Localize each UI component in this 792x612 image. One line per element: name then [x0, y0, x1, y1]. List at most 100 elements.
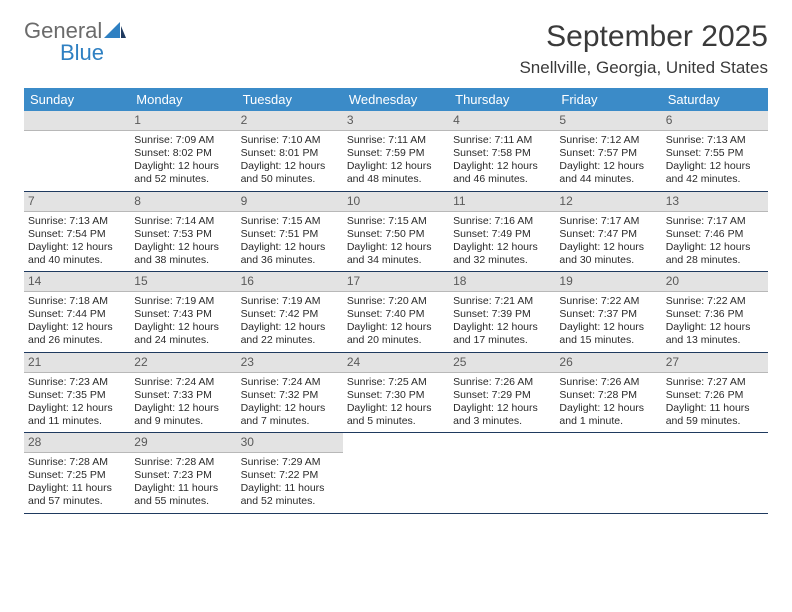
- sunset-text: Sunset: 7:42 PM: [241, 308, 339, 321]
- day-cell: 11Sunrise: 7:16 AMSunset: 7:49 PMDayligh…: [449, 192, 555, 272]
- sunset-text: Sunset: 7:22 PM: [241, 469, 339, 482]
- sunrise-text: Sunrise: 7:29 AM: [241, 456, 339, 469]
- sunset-text: Sunset: 7:55 PM: [666, 147, 764, 160]
- day-number: 22: [130, 353, 236, 373]
- day2-text: and 36 minutes.: [241, 254, 339, 267]
- logo-word-blue: Blue: [60, 42, 126, 64]
- day1-text: Daylight: 12 hours: [241, 241, 339, 254]
- week-row: 7Sunrise: 7:13 AMSunset: 7:54 PMDaylight…: [24, 192, 768, 272]
- day-cell: 26Sunrise: 7:26 AMSunset: 7:28 PMDayligh…: [555, 353, 661, 433]
- sunrise-text: Sunrise: 7:14 AM: [134, 215, 232, 228]
- day1-text: Daylight: 12 hours: [453, 241, 551, 254]
- weekday-header: Thursday: [449, 88, 555, 111]
- day2-text: and 15 minutes.: [559, 334, 657, 347]
- sunrise-text: Sunrise: 7:12 AM: [559, 134, 657, 147]
- day-number: 21: [24, 353, 130, 373]
- day-number: 1: [130, 111, 236, 131]
- day-number: 19: [555, 272, 661, 292]
- day2-text: and 52 minutes.: [134, 173, 232, 186]
- day2-text: and 22 minutes.: [241, 334, 339, 347]
- day-number: 10: [343, 192, 449, 212]
- day1-text: Daylight: 12 hours: [134, 321, 232, 334]
- day-cell: [343, 433, 449, 513]
- day-number: 14: [24, 272, 130, 292]
- sunrise-text: Sunrise: 7:24 AM: [134, 376, 232, 389]
- sunset-text: Sunset: 7:46 PM: [666, 228, 764, 241]
- sunrise-text: Sunrise: 7:28 AM: [134, 456, 232, 469]
- day-cell: 20Sunrise: 7:22 AMSunset: 7:36 PMDayligh…: [662, 272, 768, 352]
- day-number: 23: [237, 353, 343, 373]
- day1-text: Daylight: 12 hours: [347, 321, 445, 334]
- day-cell: [555, 433, 661, 513]
- month-title: September 2025: [519, 20, 768, 54]
- day2-text: and 26 minutes.: [28, 334, 126, 347]
- location-text: Snellville, Georgia, United States: [519, 58, 768, 78]
- day2-text: and 46 minutes.: [453, 173, 551, 186]
- day2-text: and 32 minutes.: [453, 254, 551, 267]
- day-cell: 23Sunrise: 7:24 AMSunset: 7:32 PMDayligh…: [237, 353, 343, 433]
- day2-text: and 7 minutes.: [241, 415, 339, 428]
- sunset-text: Sunset: 7:37 PM: [559, 308, 657, 321]
- day1-text: Daylight: 12 hours: [559, 241, 657, 254]
- day1-text: Daylight: 12 hours: [347, 402, 445, 415]
- day-number: 7: [24, 192, 130, 212]
- day-number: 9: [237, 192, 343, 212]
- week-divider: [24, 513, 768, 514]
- title-block: September 2025 Snellville, Georgia, Unit…: [519, 20, 768, 78]
- sunrise-text: Sunrise: 7:17 AM: [666, 215, 764, 228]
- day-number: 20: [662, 272, 768, 292]
- sunset-text: Sunset: 7:23 PM: [134, 469, 232, 482]
- day2-text: and 44 minutes.: [559, 173, 657, 186]
- day-cell: 1Sunrise: 7:09 AMSunset: 8:02 PMDaylight…: [130, 111, 236, 191]
- day-cell: [449, 433, 555, 513]
- page-header: General Blue September 2025 Snellville, …: [24, 20, 768, 78]
- day1-text: Daylight: 12 hours: [347, 160, 445, 173]
- sunrise-text: Sunrise: 7:26 AM: [559, 376, 657, 389]
- logo-text: General Blue: [24, 20, 126, 64]
- sunrise-text: Sunrise: 7:09 AM: [134, 134, 232, 147]
- sunrise-text: Sunrise: 7:19 AM: [241, 295, 339, 308]
- day2-text: and 28 minutes.: [666, 254, 764, 267]
- day2-text: and 50 minutes.: [241, 173, 339, 186]
- day1-text: Daylight: 11 hours: [666, 402, 764, 415]
- day2-text: and 34 minutes.: [347, 254, 445, 267]
- day-number: 2: [237, 111, 343, 131]
- day-number: 24: [343, 353, 449, 373]
- sunrise-text: Sunrise: 7:18 AM: [28, 295, 126, 308]
- day-number: 4: [449, 111, 555, 131]
- week-row: 21Sunrise: 7:23 AMSunset: 7:35 PMDayligh…: [24, 353, 768, 433]
- day-cell: 2Sunrise: 7:10 AMSunset: 8:01 PMDaylight…: [237, 111, 343, 191]
- day1-text: Daylight: 12 hours: [559, 402, 657, 415]
- logo-word-general: General: [24, 20, 102, 42]
- day1-text: Daylight: 12 hours: [28, 241, 126, 254]
- day1-text: Daylight: 12 hours: [666, 241, 764, 254]
- day1-text: Daylight: 12 hours: [28, 321, 126, 334]
- day2-text: and 59 minutes.: [666, 415, 764, 428]
- sunrise-text: Sunrise: 7:15 AM: [347, 215, 445, 228]
- sunset-text: Sunset: 7:57 PM: [559, 147, 657, 160]
- day2-text: and 9 minutes.: [134, 415, 232, 428]
- sunrise-text: Sunrise: 7:24 AM: [241, 376, 339, 389]
- day2-text: and 24 minutes.: [134, 334, 232, 347]
- day-cell: 25Sunrise: 7:26 AMSunset: 7:29 PMDayligh…: [449, 353, 555, 433]
- day-cell: 12Sunrise: 7:17 AMSunset: 7:47 PMDayligh…: [555, 192, 661, 272]
- day-cell: 4Sunrise: 7:11 AMSunset: 7:58 PMDaylight…: [449, 111, 555, 191]
- sunrise-text: Sunrise: 7:19 AM: [134, 295, 232, 308]
- sunrise-text: Sunrise: 7:27 AM: [666, 376, 764, 389]
- day-number-empty: [24, 111, 130, 131]
- day-number: 3: [343, 111, 449, 131]
- day-cell: 7Sunrise: 7:13 AMSunset: 7:54 PMDaylight…: [24, 192, 130, 272]
- day-cell: [662, 433, 768, 513]
- day2-text: and 17 minutes.: [453, 334, 551, 347]
- day2-text: and 13 minutes.: [666, 334, 764, 347]
- sunset-text: Sunset: 7:28 PM: [559, 389, 657, 402]
- day-number: 11: [449, 192, 555, 212]
- day-number: 17: [343, 272, 449, 292]
- day-cell: 21Sunrise: 7:23 AMSunset: 7:35 PMDayligh…: [24, 353, 130, 433]
- sunrise-text: Sunrise: 7:23 AM: [28, 376, 126, 389]
- day-cell: 6Sunrise: 7:13 AMSunset: 7:55 PMDaylight…: [662, 111, 768, 191]
- sunrise-text: Sunrise: 7:15 AM: [241, 215, 339, 228]
- day-cell: 14Sunrise: 7:18 AMSunset: 7:44 PMDayligh…: [24, 272, 130, 352]
- day-number: 29: [130, 433, 236, 453]
- day-cell: 5Sunrise: 7:12 AMSunset: 7:57 PMDaylight…: [555, 111, 661, 191]
